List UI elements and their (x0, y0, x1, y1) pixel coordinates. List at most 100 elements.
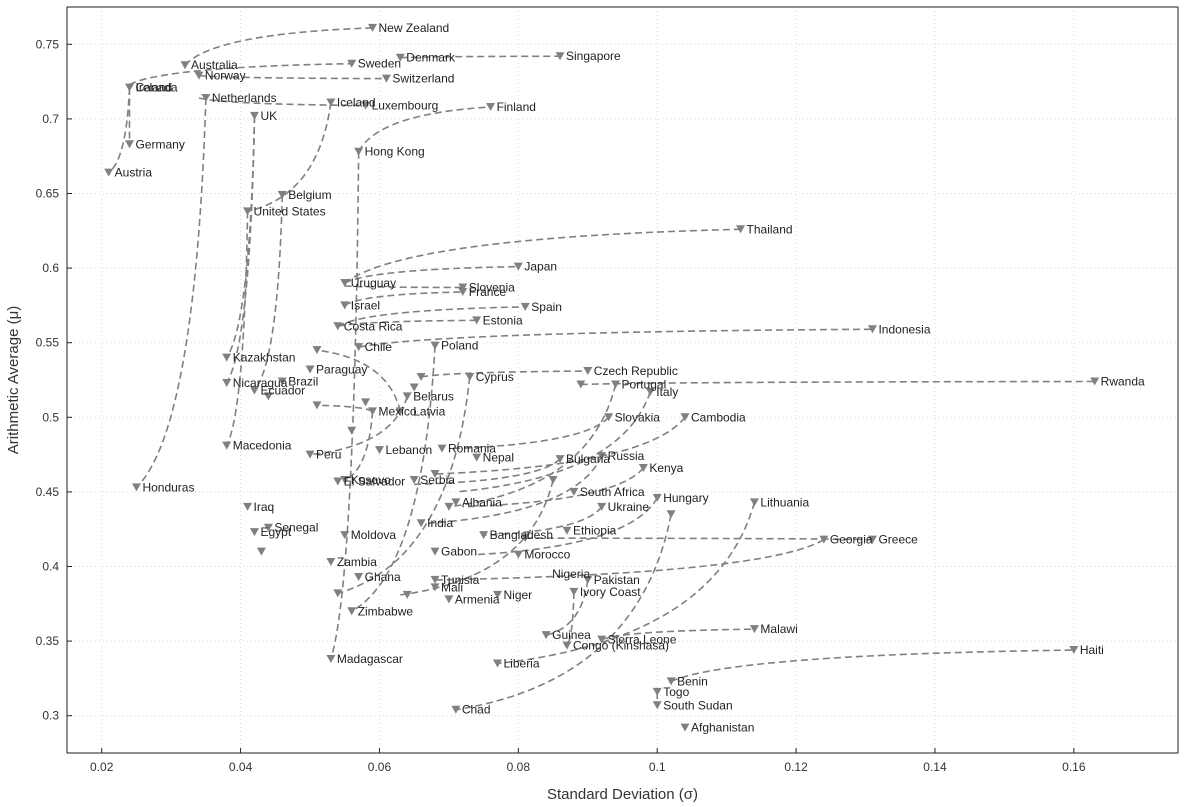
x-tick-label: 0.1 (649, 760, 666, 774)
data-point-marker (680, 413, 690, 422)
country-label: Denmark (406, 51, 456, 65)
country-label: Canada (135, 81, 177, 95)
data-labels: New Zealand Australia Denmark Singapore Irel… (115, 21, 1145, 735)
x-tick-label: 0.12 (784, 760, 808, 774)
data-point-marker (444, 502, 454, 511)
y-tick-label: 0.3 (42, 709, 59, 723)
data-point-marker (222, 441, 232, 450)
data-point-marker (562, 526, 572, 535)
country-label: Greece (878, 533, 918, 547)
data-point-marker (374, 446, 384, 455)
x-tick-label: 0.16 (1062, 760, 1086, 774)
country-label: Romania (448, 442, 496, 456)
country-label: Cambodia (691, 410, 746, 424)
country-label: Bulgaria (566, 452, 610, 466)
data-point-marker (409, 383, 419, 392)
country-label: Sweden (358, 57, 401, 71)
country-label: Rwanda (1101, 374, 1145, 388)
movement-path (135, 97, 207, 488)
data-point-marker (458, 283, 468, 292)
country-label: Gabon (441, 545, 477, 559)
x-axis-label: Standard Deviation (σ) (547, 786, 698, 803)
country-label: Poland (441, 339, 478, 353)
data-point-marker (222, 378, 232, 387)
grid (67, 7, 1178, 753)
movement-path (344, 228, 741, 284)
country-label: South Sudan (663, 698, 732, 712)
country-label: Latvia (413, 404, 445, 418)
movement-path (400, 479, 554, 596)
data-point-marker (749, 625, 759, 634)
country-label: Kosovo (351, 473, 391, 487)
movement-path (226, 115, 256, 359)
country-label: Kazakhstan (233, 351, 296, 365)
movement-path (344, 265, 519, 284)
movement-path (226, 115, 256, 384)
country-label: Austria (115, 166, 153, 180)
data-point-marker (437, 444, 447, 453)
data-point-marker (361, 398, 371, 407)
country-label: El Salvador (344, 474, 405, 488)
x-tick-label: 0.04 (229, 760, 253, 774)
country-label: Armenia (455, 592, 500, 606)
country-label: Benin (677, 674, 708, 688)
country-label: Italy (656, 385, 678, 399)
country-label: Kenya (649, 461, 683, 475)
data-point-marker (597, 635, 607, 644)
data-point-marker (451, 705, 461, 714)
data-point-marker (354, 147, 364, 156)
data-point-marker (347, 426, 357, 435)
country-label: Malawi (760, 622, 797, 636)
movement-path (330, 151, 360, 660)
data-point-marker (131, 483, 141, 492)
data-point-marker (486, 102, 496, 111)
country-label: Costa Rica (344, 319, 403, 333)
data-point-marker (520, 302, 530, 311)
movement-path (545, 579, 589, 636)
country-label: Uruguay (351, 276, 396, 290)
data-point-marker (201, 94, 211, 103)
country-label: Chad (462, 703, 491, 717)
country-label: Norway (205, 69, 246, 83)
movement-path (344, 285, 463, 289)
country-label: Hong Kong (365, 145, 425, 159)
movement-path (225, 211, 249, 447)
country-label: Sierra Leone (608, 633, 677, 647)
country-label: Haiti (1080, 643, 1104, 657)
country-label: Ethiopia (573, 524, 617, 538)
data-point-marker (124, 83, 134, 92)
data-point-marker (569, 487, 579, 496)
y-tick-label: 0.55 (36, 336, 60, 350)
country-label: Mali (441, 580, 463, 594)
data-point-marker (249, 111, 259, 120)
country-label: Guinea (552, 628, 591, 642)
country-label: Spain (531, 300, 562, 314)
country-label: Portugal (622, 377, 667, 391)
data-point-marker (124, 140, 134, 149)
data-point-marker (249, 528, 259, 537)
country-label: United States (254, 204, 326, 218)
country-label: Bangladesh (490, 528, 553, 542)
data-point-marker (180, 61, 190, 70)
country-label: Zambia (337, 555, 377, 569)
country-label: Chile (365, 340, 393, 354)
data-point-marker (472, 453, 482, 462)
data-point-marker (867, 535, 877, 544)
movement-path (428, 455, 603, 525)
data-point-marker (305, 365, 315, 374)
country-label: Iraq (254, 500, 275, 514)
data-point-marker (555, 52, 565, 61)
data-point-marker (583, 367, 593, 376)
data-point-marker (381, 74, 391, 83)
data-point-marker (354, 572, 364, 581)
movement-path (337, 319, 477, 328)
y-axis-ticks: 0.3 0.35 0.4 0.45 0.5 0.55 0.6 0.65 0.7 0.75 (36, 37, 72, 723)
data-point-marker (305, 450, 315, 459)
data-point-marker (867, 325, 877, 334)
data-point-marker (652, 493, 662, 502)
movement-path (129, 62, 352, 86)
data-point-marker (638, 464, 648, 473)
data-point-marker (277, 190, 287, 199)
country-label: Singapore (566, 49, 621, 63)
country-label: Finland (497, 100, 536, 114)
